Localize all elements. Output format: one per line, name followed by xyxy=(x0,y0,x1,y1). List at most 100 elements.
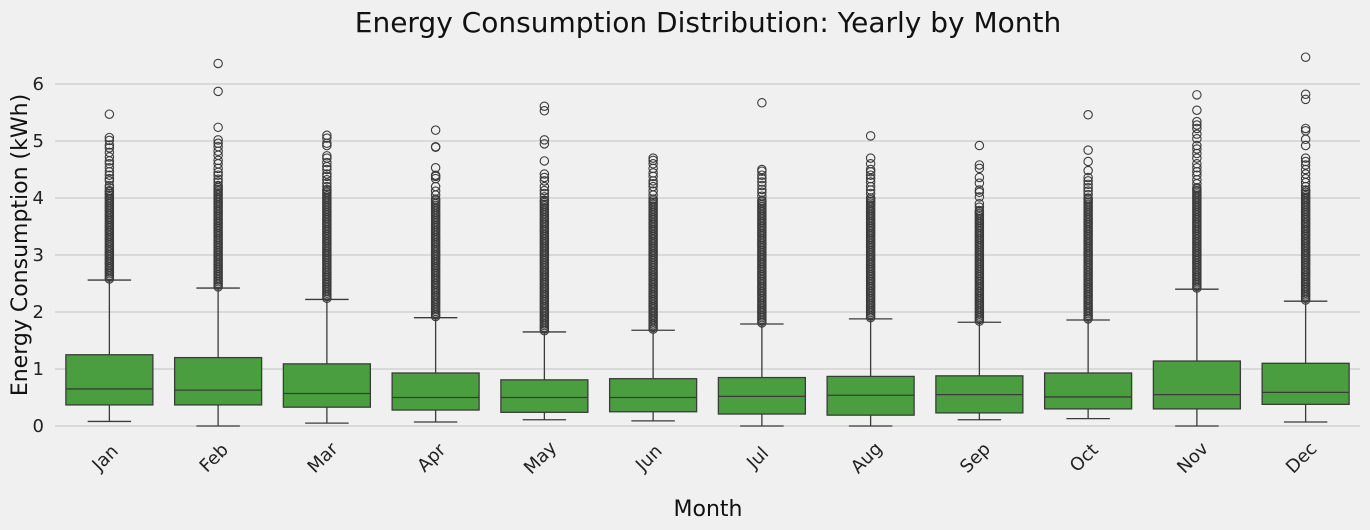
iqr-box xyxy=(391,372,480,411)
flier-point xyxy=(539,185,550,196)
flier-point xyxy=(1192,120,1202,130)
flier-point xyxy=(1192,123,1202,134)
flier-point xyxy=(539,181,550,192)
flier-point xyxy=(1083,110,1093,120)
box-aug xyxy=(826,131,915,427)
flier-point xyxy=(104,152,115,162)
x-axis-label: Month xyxy=(674,497,743,522)
x-tick-label: Mar xyxy=(304,438,343,477)
x-tick-label: Jun xyxy=(631,441,666,476)
flier-point xyxy=(322,178,332,188)
flier-point xyxy=(104,180,115,191)
fliers xyxy=(322,130,332,304)
flier-point xyxy=(1300,185,1311,195)
fliers xyxy=(974,140,985,326)
flier-point xyxy=(104,140,115,150)
flier-point xyxy=(213,167,223,178)
iqr-box xyxy=(1043,372,1133,410)
flier-point xyxy=(1300,89,1311,100)
flier-point xyxy=(1300,134,1311,145)
y-tick-label: 1 xyxy=(33,359,44,380)
flier-point xyxy=(974,172,985,183)
flier-point xyxy=(648,159,658,169)
flier-point xyxy=(974,140,985,151)
flier-point xyxy=(322,161,332,172)
flier-point xyxy=(1083,176,1093,186)
flier-point xyxy=(1083,145,1093,155)
flier-point xyxy=(974,163,985,174)
flier-point xyxy=(104,185,115,196)
flier-point xyxy=(757,191,767,202)
flier-point xyxy=(974,192,985,202)
flier-point xyxy=(648,153,658,163)
flier-point xyxy=(974,185,985,195)
flier-point xyxy=(104,163,115,173)
flier-point xyxy=(1300,181,1311,192)
fliers xyxy=(539,101,550,336)
flier-point xyxy=(974,187,985,198)
box-jan xyxy=(65,109,154,423)
flier-point xyxy=(213,146,223,157)
y-tick-label: 4 xyxy=(33,188,44,209)
flier-point xyxy=(1192,133,1202,144)
flier-point xyxy=(865,167,876,177)
flier-point xyxy=(430,194,441,204)
flier-point xyxy=(974,160,985,170)
flier-point xyxy=(104,156,115,166)
iqr-box xyxy=(282,363,372,408)
flier-point xyxy=(1192,153,1202,163)
flier-point xyxy=(757,170,767,180)
flier-point xyxy=(539,139,550,149)
fliers xyxy=(1192,90,1202,293)
flier-point xyxy=(865,188,876,199)
flier-point xyxy=(213,163,223,174)
flier-point xyxy=(1083,193,1093,203)
flier-point xyxy=(974,198,985,209)
flier-point xyxy=(1192,182,1202,193)
x-tick-label: Aug xyxy=(847,438,887,478)
iqr-box xyxy=(65,354,154,406)
y-tick-label: 6 xyxy=(33,74,44,95)
y-tick-label: 0 xyxy=(33,416,44,437)
flier-point xyxy=(757,184,767,195)
flier-point xyxy=(430,171,441,182)
flier-point xyxy=(213,135,223,145)
flier-point xyxy=(865,131,876,141)
flier-point xyxy=(865,164,876,175)
fliers xyxy=(648,153,658,334)
fliers xyxy=(757,98,767,328)
flier-point xyxy=(974,205,985,216)
flier-point xyxy=(1192,163,1202,173)
flier-point xyxy=(648,194,658,204)
box-apr xyxy=(391,125,480,423)
box-oct xyxy=(1043,110,1133,420)
flier-point xyxy=(1192,179,1202,189)
flier-point xyxy=(213,58,223,69)
fliers xyxy=(865,131,876,323)
flier-point xyxy=(539,192,550,202)
flier-point xyxy=(757,180,767,191)
flier-point xyxy=(1192,148,1202,159)
flier-point xyxy=(648,179,658,189)
box-dec xyxy=(1261,52,1350,423)
y-tick-label: 3 xyxy=(33,245,44,266)
flier-point xyxy=(104,170,115,180)
flier-point xyxy=(865,193,876,203)
flier-point xyxy=(213,174,223,184)
flier-point xyxy=(1300,52,1311,62)
flier-point xyxy=(104,132,115,143)
y-tick-labels: 0 1 2 3 4 5 6 xyxy=(33,74,44,437)
flier-point xyxy=(1083,172,1093,183)
fliers xyxy=(1300,52,1311,305)
flier-point xyxy=(648,190,658,200)
flier-point xyxy=(539,156,550,166)
flier-point xyxy=(213,86,223,97)
flier-point xyxy=(322,157,332,168)
x-tick-label: Jul xyxy=(742,443,773,474)
x-tick-label: Dec xyxy=(1282,438,1321,477)
flier-point xyxy=(757,173,767,184)
flier-point xyxy=(1300,177,1311,188)
flier-point xyxy=(539,106,550,116)
